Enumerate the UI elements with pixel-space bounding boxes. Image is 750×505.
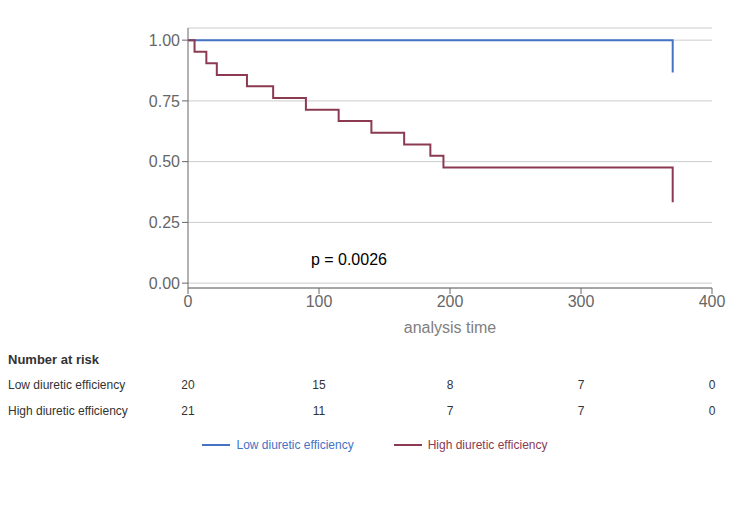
html-text:15: 15 [312,378,326,392]
html-text:7: 7 [446,404,454,418]
svg-text:0.75: 0.75 [149,93,180,110]
svg-text:300: 300 [568,293,595,310]
html-text:20: 20 [181,378,195,392]
html-text:High diuretic efficiency: High diuretic efficiency [8,404,128,418]
svg-text:analysis time: analysis time [404,319,497,336]
html-text:Number at risk: Number at risk [8,352,99,367]
svg-text:p = 0.0026: p = 0.0026 [311,251,387,268]
html-text:Low diuretic efficiency: Low diuretic efficiency [236,438,354,452]
html-text:Low diuretic efficiency: Low diuretic efficiency [8,378,126,392]
svg-text:200: 200 [437,293,464,310]
html-text:0: 0 [708,404,716,418]
svg-text:0.50: 0.50 [149,153,180,170]
html-text:7: 7 [577,378,585,392]
html-text:11: 11 [312,404,326,418]
svg-text:1.00: 1.00 [149,32,180,49]
svg-text:100: 100 [306,293,333,310]
html-text:8: 8 [446,378,454,392]
svg-text:400: 400 [699,293,726,310]
html-text:7: 7 [577,404,585,418]
html-text:High diuretic efficiency: High diuretic efficiency [427,438,548,452]
svg-text:0.25: 0.25 [149,214,180,231]
svg-text:0: 0 [184,293,193,310]
svg-text:0.00: 0.00 [149,275,180,292]
html-text:21: 21 [181,404,195,418]
html-text:0: 0 [708,378,716,392]
